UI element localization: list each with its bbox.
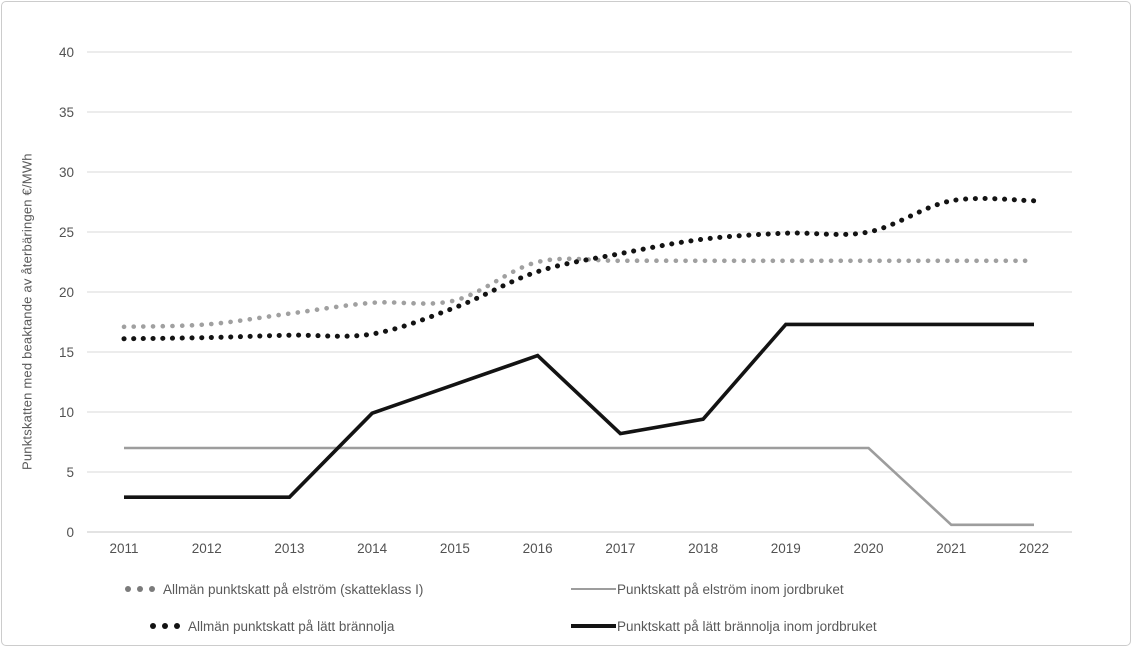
x-tick-label: 2021 xyxy=(936,541,966,556)
solid-line-marker-icon xyxy=(571,587,616,591)
y-tick-label: 40 xyxy=(59,45,74,60)
y-tick-label: 5 xyxy=(66,465,74,480)
series-line-3 xyxy=(124,322,1034,499)
y-tick-label: 35 xyxy=(59,105,74,120)
y-tick-label: 20 xyxy=(59,285,74,300)
series-line-1 xyxy=(124,446,1034,527)
x-tick-label: 2019 xyxy=(771,541,801,556)
x-tick-label: 2017 xyxy=(605,541,635,556)
solid-line-marker-icon xyxy=(571,623,616,629)
series-line-2 xyxy=(121,196,1037,342)
legend-item-punktskatt-brannolja-jordbruket: Punktskatt på lätt brännolja inom jordbr… xyxy=(571,615,877,637)
legend-label: Punktskatt på lätt brännolja inom jordbr… xyxy=(617,618,877,634)
x-tick-label: 2022 xyxy=(1019,541,1049,556)
x-tick-label: 2011 xyxy=(109,541,138,556)
legend-label: Punktskatt på elström inom jordbruket xyxy=(617,581,844,597)
dotted-line-marker-icon xyxy=(150,623,180,629)
legend-label: Allmän punktskatt på elström (skatteklas… xyxy=(163,581,424,597)
legend-item-allman-punktskatt-elstrom: Allmän punktskatt på elström (skatteklas… xyxy=(125,578,423,600)
x-tick-label: 2015 xyxy=(440,541,470,556)
x-tick-label: 2012 xyxy=(192,541,222,556)
line-chart-plot-area: 0 5 10 15 20 25 30 35 40 2011 2012 2013 2014 2015 2016… xyxy=(59,45,1072,556)
x-tick-label: 2016 xyxy=(523,541,553,556)
y-tick-label: 15 xyxy=(59,345,74,360)
legend-item-punktskatt-elstrom-jordbruket: Punktskatt på elström inom jordbruket xyxy=(571,578,844,600)
chart-legend: Allmän punktskatt på elström (skatteklas… xyxy=(2,570,1130,640)
x-tick-label: 2014 xyxy=(357,541,388,556)
dotted-line-marker-icon xyxy=(125,586,155,592)
legend-item-allman-punktskatt-brannolja: Allmän punktskatt på lätt brännolja xyxy=(150,615,394,637)
series-line-0 xyxy=(121,256,1037,330)
x-tick-label: 2018 xyxy=(688,541,718,556)
x-tick-label: 2013 xyxy=(274,541,304,556)
legend-label: Allmän punktskatt på lätt brännolja xyxy=(188,618,395,634)
y-tick-label: 10 xyxy=(59,405,74,420)
x-tick-label: 2020 xyxy=(854,541,884,556)
y-tick-label: 30 xyxy=(59,165,74,180)
y-tick-label: 0 xyxy=(66,525,74,540)
y-tick-label: 25 xyxy=(59,225,74,240)
